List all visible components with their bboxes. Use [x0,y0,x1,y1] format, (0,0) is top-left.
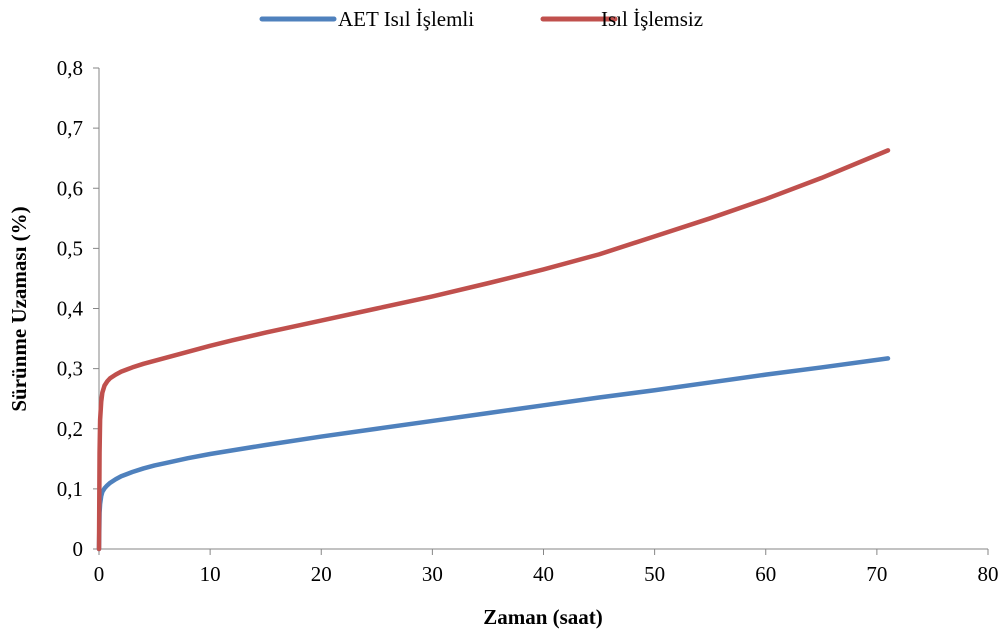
legend: AET Isıl İşlemli Isıl İşlemsiz [262,7,703,31]
series-layer [99,150,888,549]
y-tick-label: 0 [73,537,84,561]
legend-label-1: AET Isıl İşlemli [338,7,474,31]
y-tick-label: 0,7 [57,116,83,140]
y-tick-label: 0,6 [57,176,83,200]
x-tick-label: 60 [755,562,776,586]
x-tick-label: 80 [978,562,999,586]
y-tick-label: 0,3 [57,357,83,381]
x-tick-label: 20 [311,562,332,586]
x-tick-label: 0 [94,562,105,586]
x-tick-label: 30 [422,562,443,586]
axes: 0 0,1 0,2 0,3 0,4 0,5 0,6 0,7 0,8 0 10 20 30 40 50 60 70… [57,56,999,586]
x-axis-title: Zaman (saat) [483,605,603,629]
y-tick-label: 0,5 [57,236,83,260]
x-tick-label: 40 [533,562,554,586]
x-tick-label: 50 [644,562,665,586]
y-tick-label: 0,8 [57,56,83,80]
y-axis-title: Sürünme Uzaması (%) [7,206,31,411]
y-tick-label: 0,1 [57,477,83,501]
x-tick-label: 10 [200,562,221,586]
y-tick-label: 0,4 [57,297,84,321]
x-tick-label: 70 [866,562,887,586]
series-line-2 [99,150,888,549]
series-line-1 [99,358,888,549]
legend-label-2: Isıl İşlemsiz [601,7,703,31]
y-tick-label: 0,2 [57,417,83,441]
